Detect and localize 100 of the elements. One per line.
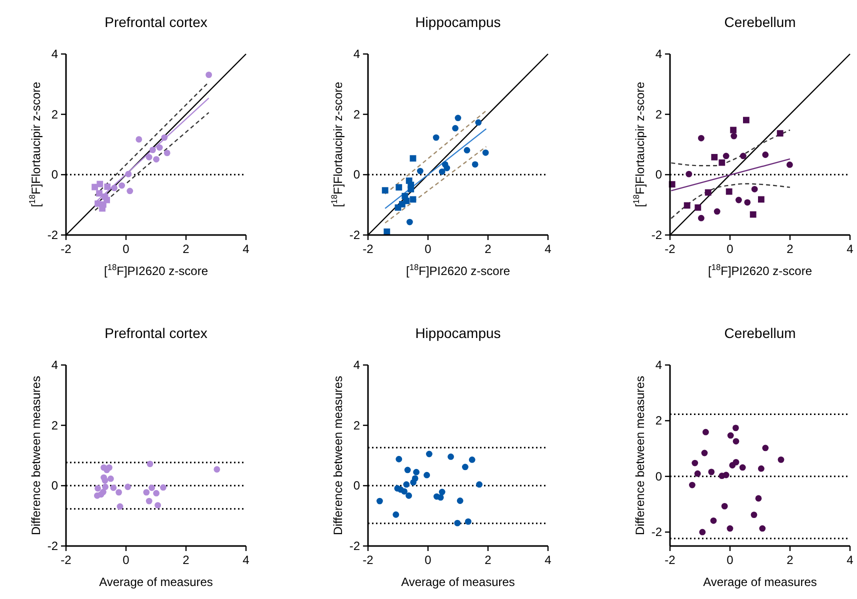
point xyxy=(454,520,461,526)
y-axis-title: Difference between measures xyxy=(331,376,345,536)
point xyxy=(743,116,750,124)
point xyxy=(732,438,740,444)
point xyxy=(412,475,418,482)
y-tick-label: 0 xyxy=(51,478,58,493)
point xyxy=(744,199,751,206)
point xyxy=(465,518,472,525)
x-tick-label: 2 xyxy=(484,553,492,567)
point xyxy=(476,481,482,488)
point xyxy=(392,511,400,518)
point xyxy=(156,144,163,151)
x-tick-label: -2 xyxy=(362,242,374,256)
x-tick-label: 4 xyxy=(544,242,552,256)
y-tick-label: 4 xyxy=(51,47,58,61)
point xyxy=(702,428,709,436)
point xyxy=(730,126,736,134)
point xyxy=(692,460,698,466)
point xyxy=(714,208,720,215)
point xyxy=(694,470,701,477)
point xyxy=(726,188,732,195)
point xyxy=(96,190,102,197)
chart-title: Hippocampus xyxy=(415,14,501,30)
y-tick-label: 4 xyxy=(51,358,58,372)
point xyxy=(732,458,740,466)
point xyxy=(758,196,764,203)
line-series xyxy=(670,129,791,166)
y-tick-label: 2 xyxy=(51,418,58,432)
point xyxy=(456,498,464,504)
point xyxy=(382,187,388,194)
point xyxy=(778,456,784,463)
point xyxy=(410,155,416,162)
x-tick-label: 2 xyxy=(786,242,794,256)
y-tick-label: 4 xyxy=(655,358,662,372)
point xyxy=(146,154,152,160)
point xyxy=(684,202,690,209)
point xyxy=(740,152,746,160)
y-tick-label: -2 xyxy=(47,539,58,553)
point xyxy=(94,485,101,492)
point xyxy=(464,147,470,154)
point xyxy=(727,432,734,439)
point xyxy=(739,464,746,471)
point xyxy=(396,184,402,191)
point xyxy=(153,490,160,496)
x-axis-title: Average of measures xyxy=(401,575,515,589)
point xyxy=(160,484,166,491)
point xyxy=(732,424,739,432)
chart-title: Prefrontal cortex xyxy=(104,14,208,30)
point xyxy=(452,125,458,132)
x-tick-label: 4 xyxy=(544,553,552,567)
point xyxy=(448,454,454,460)
point xyxy=(118,182,125,189)
x-tick-label: 0 xyxy=(424,553,432,567)
point xyxy=(384,228,390,235)
point xyxy=(124,484,131,490)
point xyxy=(161,134,168,141)
x-axis-title: Average of measures xyxy=(99,575,213,589)
y-tick-label: 2 xyxy=(655,107,662,122)
point xyxy=(126,188,134,194)
point xyxy=(401,488,408,495)
chart-title: Cerebellum xyxy=(724,325,796,341)
point xyxy=(96,180,104,188)
x-axis-title: [$^{18}$F]PI2620 z-score xyxy=(104,262,208,278)
x-tick-label: 4 xyxy=(242,553,250,567)
point xyxy=(762,152,769,158)
y-tick-label: 0 xyxy=(655,469,662,484)
y-tick-label: 0 xyxy=(655,168,662,182)
point xyxy=(110,484,117,491)
line-series xyxy=(670,183,791,220)
point xyxy=(699,528,706,536)
x-axis-title: [$^{18}$F]PI2620 z-score xyxy=(708,262,812,278)
point xyxy=(710,517,717,524)
point xyxy=(102,484,108,490)
point xyxy=(718,159,726,166)
y-tick-label: -2 xyxy=(651,525,662,540)
x-tick-label: 4 xyxy=(242,242,250,256)
x-tick-label: 2 xyxy=(484,242,492,256)
point xyxy=(150,146,156,154)
y-tick-label: 0 xyxy=(353,168,360,182)
point xyxy=(426,450,432,458)
point xyxy=(100,488,106,496)
point xyxy=(403,481,410,488)
point xyxy=(758,465,764,472)
x-tick-label: 0 xyxy=(726,242,734,256)
x-tick-label: 4 xyxy=(846,553,854,567)
y-tick-label: 2 xyxy=(353,107,360,122)
point xyxy=(689,482,696,488)
y-tick-label: 0 xyxy=(51,168,58,182)
point xyxy=(410,196,416,203)
x-tick-label: 2 xyxy=(786,553,794,567)
y-tick-label: 4 xyxy=(655,47,662,61)
x-tick-label: -2 xyxy=(60,553,72,567)
point xyxy=(164,150,170,156)
y-tick-label: 0 xyxy=(353,478,360,493)
point xyxy=(153,156,160,162)
point xyxy=(698,134,704,142)
point xyxy=(146,460,154,468)
point xyxy=(776,130,784,137)
point xyxy=(468,456,476,463)
point xyxy=(104,184,111,190)
